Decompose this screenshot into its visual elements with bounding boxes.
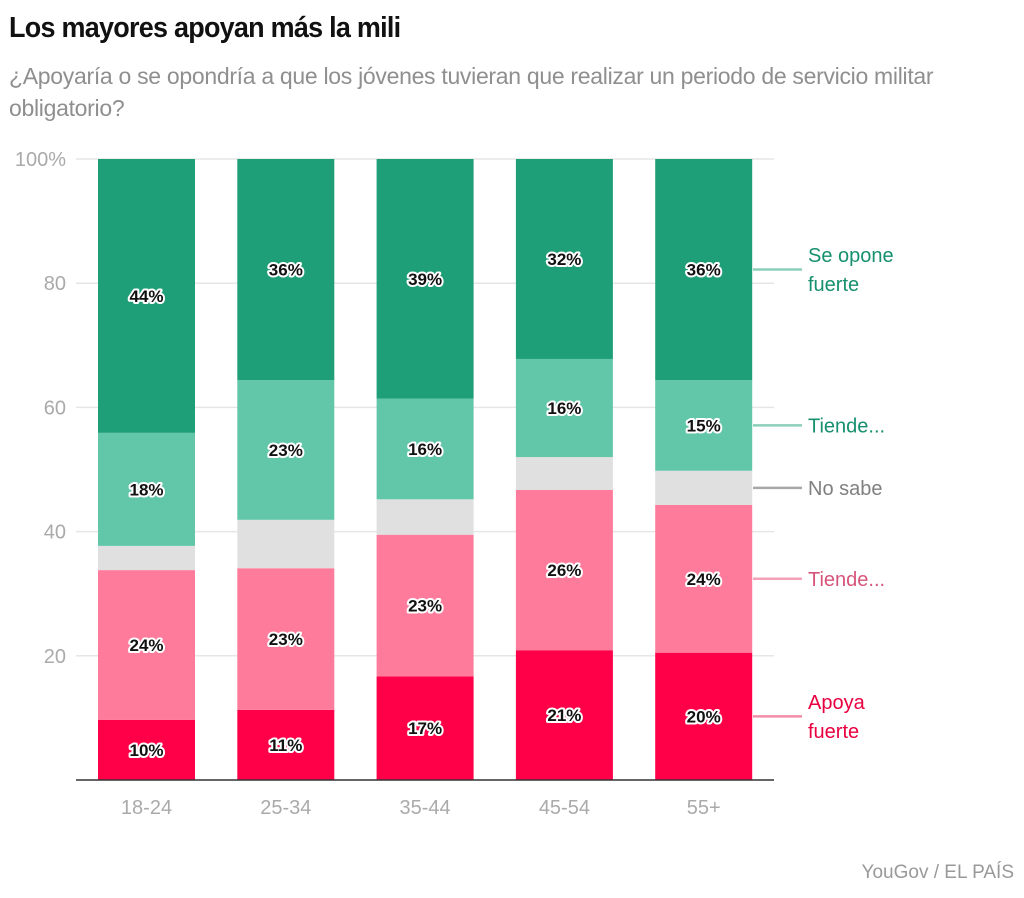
x-tick-label: 35-44 <box>400 797 451 819</box>
data-label: 15% <box>687 416 721 435</box>
bar-stack-55+ <box>655 159 753 780</box>
data-label: 36% <box>269 261 303 280</box>
legend-item: Tiende... <box>753 415 885 437</box>
data-label: 26% <box>547 561 581 580</box>
bar-segment <box>515 489 613 651</box>
legend-label: Apoya <box>808 692 866 714</box>
bar-stack-35-44 <box>376 159 474 780</box>
bar-segment <box>98 545 195 571</box>
bar-segment <box>515 457 613 490</box>
bar-segment <box>237 159 335 381</box>
bar-segment <box>376 676 474 780</box>
data-label: 10% <box>129 741 163 760</box>
bar-stack-18-24 <box>98 159 195 780</box>
legend-label: Tiende... <box>808 415 885 437</box>
data-label: 20% <box>687 707 721 726</box>
source-credit: YouGov / EL PAÍS <box>861 862 1014 883</box>
data-label: 24% <box>129 636 163 655</box>
data-label: 18% <box>129 480 163 499</box>
legend-item: Apoya fuerte <box>753 692 866 743</box>
y-tick-label: 20 <box>44 646 66 668</box>
legend-label: Se opone <box>808 245 894 267</box>
data-label: 16% <box>547 399 581 418</box>
y-axis-ticks: 20 40 60 80 100% <box>15 149 66 668</box>
data-label: 11% <box>269 736 302 755</box>
bar-segment <box>376 499 474 535</box>
bar-segment <box>237 519 335 569</box>
bar-segment <box>98 159 195 433</box>
legend-label: No sabe <box>808 478 883 500</box>
chart-title: Los mayores apoyan más la mili <box>9 12 401 44</box>
y-tick-label: 100% <box>15 149 66 171</box>
legend: Apoya fuerte Tiende... No sabe Tiende... Se o… <box>753 245 894 743</box>
bar-segment <box>98 570 195 720</box>
bar-segment <box>376 534 474 677</box>
data-label: 44% <box>129 287 163 306</box>
legend-item: Tiende... <box>753 569 885 591</box>
data-label: 16% <box>408 440 442 459</box>
data-label: 24% <box>687 570 721 589</box>
bar-segment <box>237 568 335 710</box>
legend-label: fuerte <box>808 721 859 743</box>
x-tick-label: 45-54 <box>539 797 590 819</box>
bars <box>98 159 753 780</box>
legend-item: Se opone fuerte <box>753 245 894 296</box>
x-tick-label: 55+ <box>687 797 721 819</box>
bar-segment <box>655 504 753 653</box>
legend-label: Tiende... <box>808 569 885 591</box>
legend-label: fuerte <box>808 274 859 296</box>
bar-segment <box>655 380 753 471</box>
data-label: 36% <box>687 261 721 280</box>
data-label: 32% <box>547 250 581 269</box>
bar-segment <box>655 652 753 780</box>
y-tick-label: 40 <box>44 522 66 544</box>
chart-subtitle: ¿Apoyaría o se opondría a que los jóvene… <box>9 63 934 121</box>
x-axis: 18-24 25-34 35-44 45-54 55+ <box>76 779 774 819</box>
bar-stack-25-34 <box>237 159 335 780</box>
bar-segment <box>376 159 474 399</box>
bar-segment <box>655 159 753 381</box>
bar-segment <box>237 380 335 520</box>
data-label: 23% <box>408 596 442 615</box>
bar-segment <box>515 650 613 780</box>
value-labels: 10% 24% 18% 44% 11% 23% 23% 36% 17% 23% 16% 39% 21% 2… <box>127 248 722 762</box>
bar-segment <box>237 709 335 780</box>
y-tick-label: 80 <box>44 273 66 295</box>
bar-segment <box>515 358 613 458</box>
legend-item: No sabe <box>753 478 883 500</box>
bar-segment <box>376 398 474 500</box>
data-label: 23% <box>269 630 303 649</box>
x-tick-label: 25-34 <box>260 797 311 819</box>
bar-segment <box>98 432 195 546</box>
data-label: 23% <box>269 441 303 460</box>
bar-segment <box>655 470 753 505</box>
data-label: 39% <box>408 270 442 289</box>
y-tick-label: 60 <box>44 397 66 419</box>
bar-stack-45-54 <box>515 159 613 780</box>
data-label: 21% <box>547 706 581 725</box>
data-label: 17% <box>408 719 442 738</box>
bar-segment <box>98 719 195 780</box>
bar-segment <box>515 159 613 359</box>
x-tick-label: 18-24 <box>121 797 172 819</box>
